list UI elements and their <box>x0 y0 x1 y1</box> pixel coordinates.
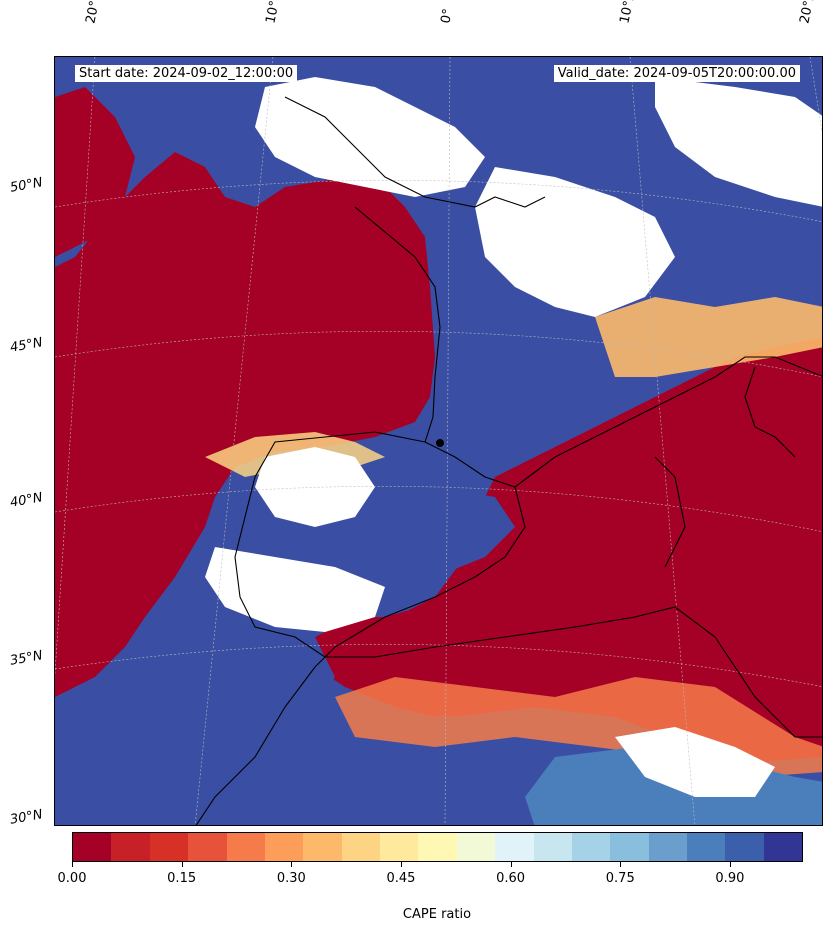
lat-label-40n: 40°N <box>8 490 44 511</box>
lat-label-30n: 30°N <box>8 807 44 828</box>
cape-high-region-morocco <box>155 617 335 797</box>
colorbar-tick-mark <box>400 862 402 867</box>
colorbar-swatch <box>264 833 304 861</box>
colorbar-swatch <box>533 833 572 861</box>
colorbar-tick-label: 0.60 <box>496 871 526 886</box>
colorbar-swatch <box>188 833 227 861</box>
colorbar-tick-mark <box>510 862 512 867</box>
colorbar-tick-label: 0.90 <box>715 871 745 886</box>
lon-label-20w: 20°W <box>83 0 106 25</box>
colorbar-swatch <box>648 833 687 861</box>
colorbar-tick-label: 0.15 <box>167 871 197 886</box>
coastlines <box>195 96 822 825</box>
colorbar-tick-label: 0.30 <box>276 871 306 886</box>
colorbar-tick-mark <box>729 862 731 867</box>
marker-point <box>436 439 444 447</box>
no-data-patch-iberia-south <box>205 547 385 632</box>
colorbar-swatch <box>495 833 534 861</box>
colorbar-tick-mark <box>181 862 183 867</box>
no-data-patch-uk <box>255 77 485 197</box>
colorbar <box>72 832 803 862</box>
lon-label-0: 0° <box>438 7 457 25</box>
colorbar-swatch <box>763 833 803 861</box>
colorbar-swatch <box>226 833 265 861</box>
colorbar-title: CAPE ratio <box>402 907 472 922</box>
valid-date-label: Valid_date: 2024-09-05T20:00:00.00 <box>553 65 800 82</box>
colorbar-swatch <box>725 833 764 861</box>
lat-label-45n: 45°N <box>8 335 44 356</box>
cape-low-region-atlantic <box>55 152 435 697</box>
lon-label-20e: 20°E <box>797 0 819 26</box>
colorbar-tick-mark <box>72 862 73 867</box>
cape-ratio-map <box>55 57 822 825</box>
colorbar-swatch <box>687 833 726 861</box>
colorbar-swatch <box>73 833 112 861</box>
colorbar-tick-label: 0.75 <box>605 871 635 886</box>
start-date-label: Start date: 2024-09-02_12:00:00 <box>75 65 298 82</box>
colorbar-swatch <box>456 833 496 861</box>
lon-label-10w: 10°W <box>263 0 286 25</box>
no-data-patch-north-sea <box>655 77 822 207</box>
no-data-patch-spain <box>255 447 375 527</box>
graticule <box>55 57 822 825</box>
no-data-patch-sahara <box>615 727 775 797</box>
cape-high-region-north-atlantic <box>55 57 822 237</box>
colorbar-tick-label: 0.45 <box>386 871 416 886</box>
lon-label-10e: 10°E <box>617 0 639 26</box>
colorbar-swatch <box>380 833 419 861</box>
colorbar-swatch <box>149 833 189 861</box>
no-data-patch-central-europe <box>475 167 675 317</box>
lat-label-35n: 35°N <box>8 648 44 669</box>
colorbar-swatch <box>418 833 457 861</box>
cape-high-region-france <box>435 287 615 437</box>
colorbar-tick-mark <box>620 862 622 867</box>
lat-label-50n: 50°N <box>8 175 44 196</box>
map-panel[interactable]: Start date: 2024-09-02_12:00:00 Valid_da… <box>54 56 823 826</box>
colorbar-swatch <box>341 833 380 861</box>
colorbar-tick-mark <box>291 862 293 867</box>
colorbar-swatch <box>610 833 649 861</box>
colorbar-swatch <box>111 833 150 861</box>
colorbar-swatch <box>571 833 611 861</box>
colorbar-swatch <box>303 833 342 861</box>
cape-low-region-north <box>55 87 135 257</box>
colorbar-tick-label: 0.00 <box>57 871 87 886</box>
